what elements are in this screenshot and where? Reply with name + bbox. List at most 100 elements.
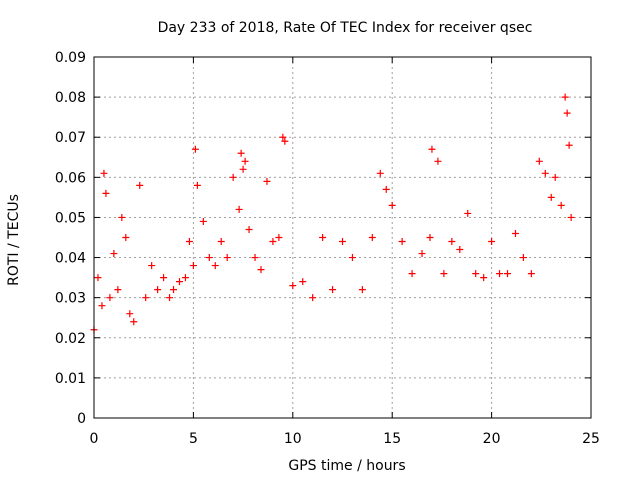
data-point <box>110 250 118 258</box>
data-point <box>426 234 434 241</box>
data-point <box>319 234 327 241</box>
grid-lines <box>94 57 591 418</box>
data-point <box>166 294 174 302</box>
data-point <box>519 254 527 262</box>
data-points <box>90 93 575 334</box>
data-point <box>193 181 201 189</box>
data-point <box>541 169 549 177</box>
x-tick-label: 0 <box>90 431 99 447</box>
data-point <box>358 286 366 294</box>
data-point <box>565 141 573 149</box>
data-point <box>547 193 555 201</box>
data-point <box>191 145 199 153</box>
data-point <box>527 270 535 278</box>
x-tick-label: 25 <box>582 431 600 447</box>
data-point <box>480 274 488 282</box>
data-point <box>130 318 138 326</box>
data-point <box>448 238 456 246</box>
axis-ticks <box>93 56 592 419</box>
data-point <box>126 310 134 318</box>
data-point <box>388 201 396 209</box>
data-point <box>496 270 504 278</box>
data-point <box>189 262 197 270</box>
y-tick-label: 0.09 <box>55 50 86 66</box>
data-point <box>118 213 126 221</box>
x-tick-label: 15 <box>383 431 401 447</box>
data-point <box>428 145 436 153</box>
data-point <box>408 270 416 278</box>
data-point <box>257 266 265 274</box>
data-point <box>472 270 480 278</box>
chart-title: Day 233 of 2018, Rate Of TEC Index for r… <box>158 20 533 36</box>
x-axis-label: GPS time / hours <box>288 458 405 474</box>
data-point <box>181 274 189 282</box>
data-point <box>418 250 426 258</box>
y-tick-label: 0.04 <box>55 251 86 267</box>
plot-frame <box>93 56 592 419</box>
y-tick-label: 0.05 <box>55 210 86 226</box>
y-tick-label: 0.07 <box>55 130 86 146</box>
data-point <box>561 93 569 101</box>
data-point <box>456 246 464 254</box>
data-point <box>241 157 249 165</box>
data-point <box>239 165 247 173</box>
data-point <box>263 177 271 185</box>
data-point <box>154 286 162 294</box>
data-point <box>309 294 317 302</box>
data-point <box>348 254 356 262</box>
data-point <box>217 238 225 246</box>
data-point <box>434 157 442 165</box>
data-point <box>245 225 253 233</box>
data-point <box>136 181 144 189</box>
data-point <box>223 254 231 262</box>
y-axis-label: ROTI / TECUs <box>6 194 22 286</box>
data-point <box>281 137 289 145</box>
data-point <box>339 238 346 246</box>
data-point <box>440 270 448 278</box>
data-point <box>251 254 259 262</box>
y-tick-label: 0.06 <box>55 170 86 186</box>
data-point <box>329 286 337 294</box>
data-point <box>102 189 110 197</box>
data-point <box>376 169 384 177</box>
data-point <box>185 238 193 246</box>
data-point <box>398 238 406 246</box>
data-point <box>98 302 106 310</box>
data-point <box>148 262 156 270</box>
data-point <box>211 262 219 270</box>
data-point <box>535 157 543 165</box>
data-point <box>100 169 108 177</box>
data-point <box>488 238 496 246</box>
data-point <box>237 149 245 157</box>
x-tick-label: 5 <box>189 431 198 447</box>
data-point <box>106 294 114 302</box>
data-point <box>464 209 472 217</box>
data-point <box>122 234 130 241</box>
data-point <box>511 229 519 237</box>
y-tick-label: 0.03 <box>55 291 86 307</box>
data-point <box>94 274 102 282</box>
data-point <box>279 133 287 141</box>
y-tick-label: 0 <box>77 411 86 427</box>
x-tick-label: 10 <box>284 431 302 447</box>
data-point <box>160 274 168 282</box>
y-tick-label: 0.02 <box>55 331 86 347</box>
data-point <box>235 205 243 213</box>
x-tick-label: 20 <box>483 431 501 447</box>
data-point <box>368 234 376 241</box>
data-point <box>170 286 178 294</box>
data-point <box>275 234 283 241</box>
data-point <box>567 213 575 221</box>
data-point <box>504 270 512 278</box>
data-point <box>382 185 390 193</box>
data-point <box>199 217 207 225</box>
data-point <box>175 278 183 286</box>
data-point <box>229 173 237 181</box>
y-tick-label: 0.01 <box>55 371 86 387</box>
y-tick-label: 0.08 <box>55 90 86 106</box>
data-point <box>563 109 571 117</box>
data-point <box>142 294 150 302</box>
data-point <box>269 238 277 246</box>
